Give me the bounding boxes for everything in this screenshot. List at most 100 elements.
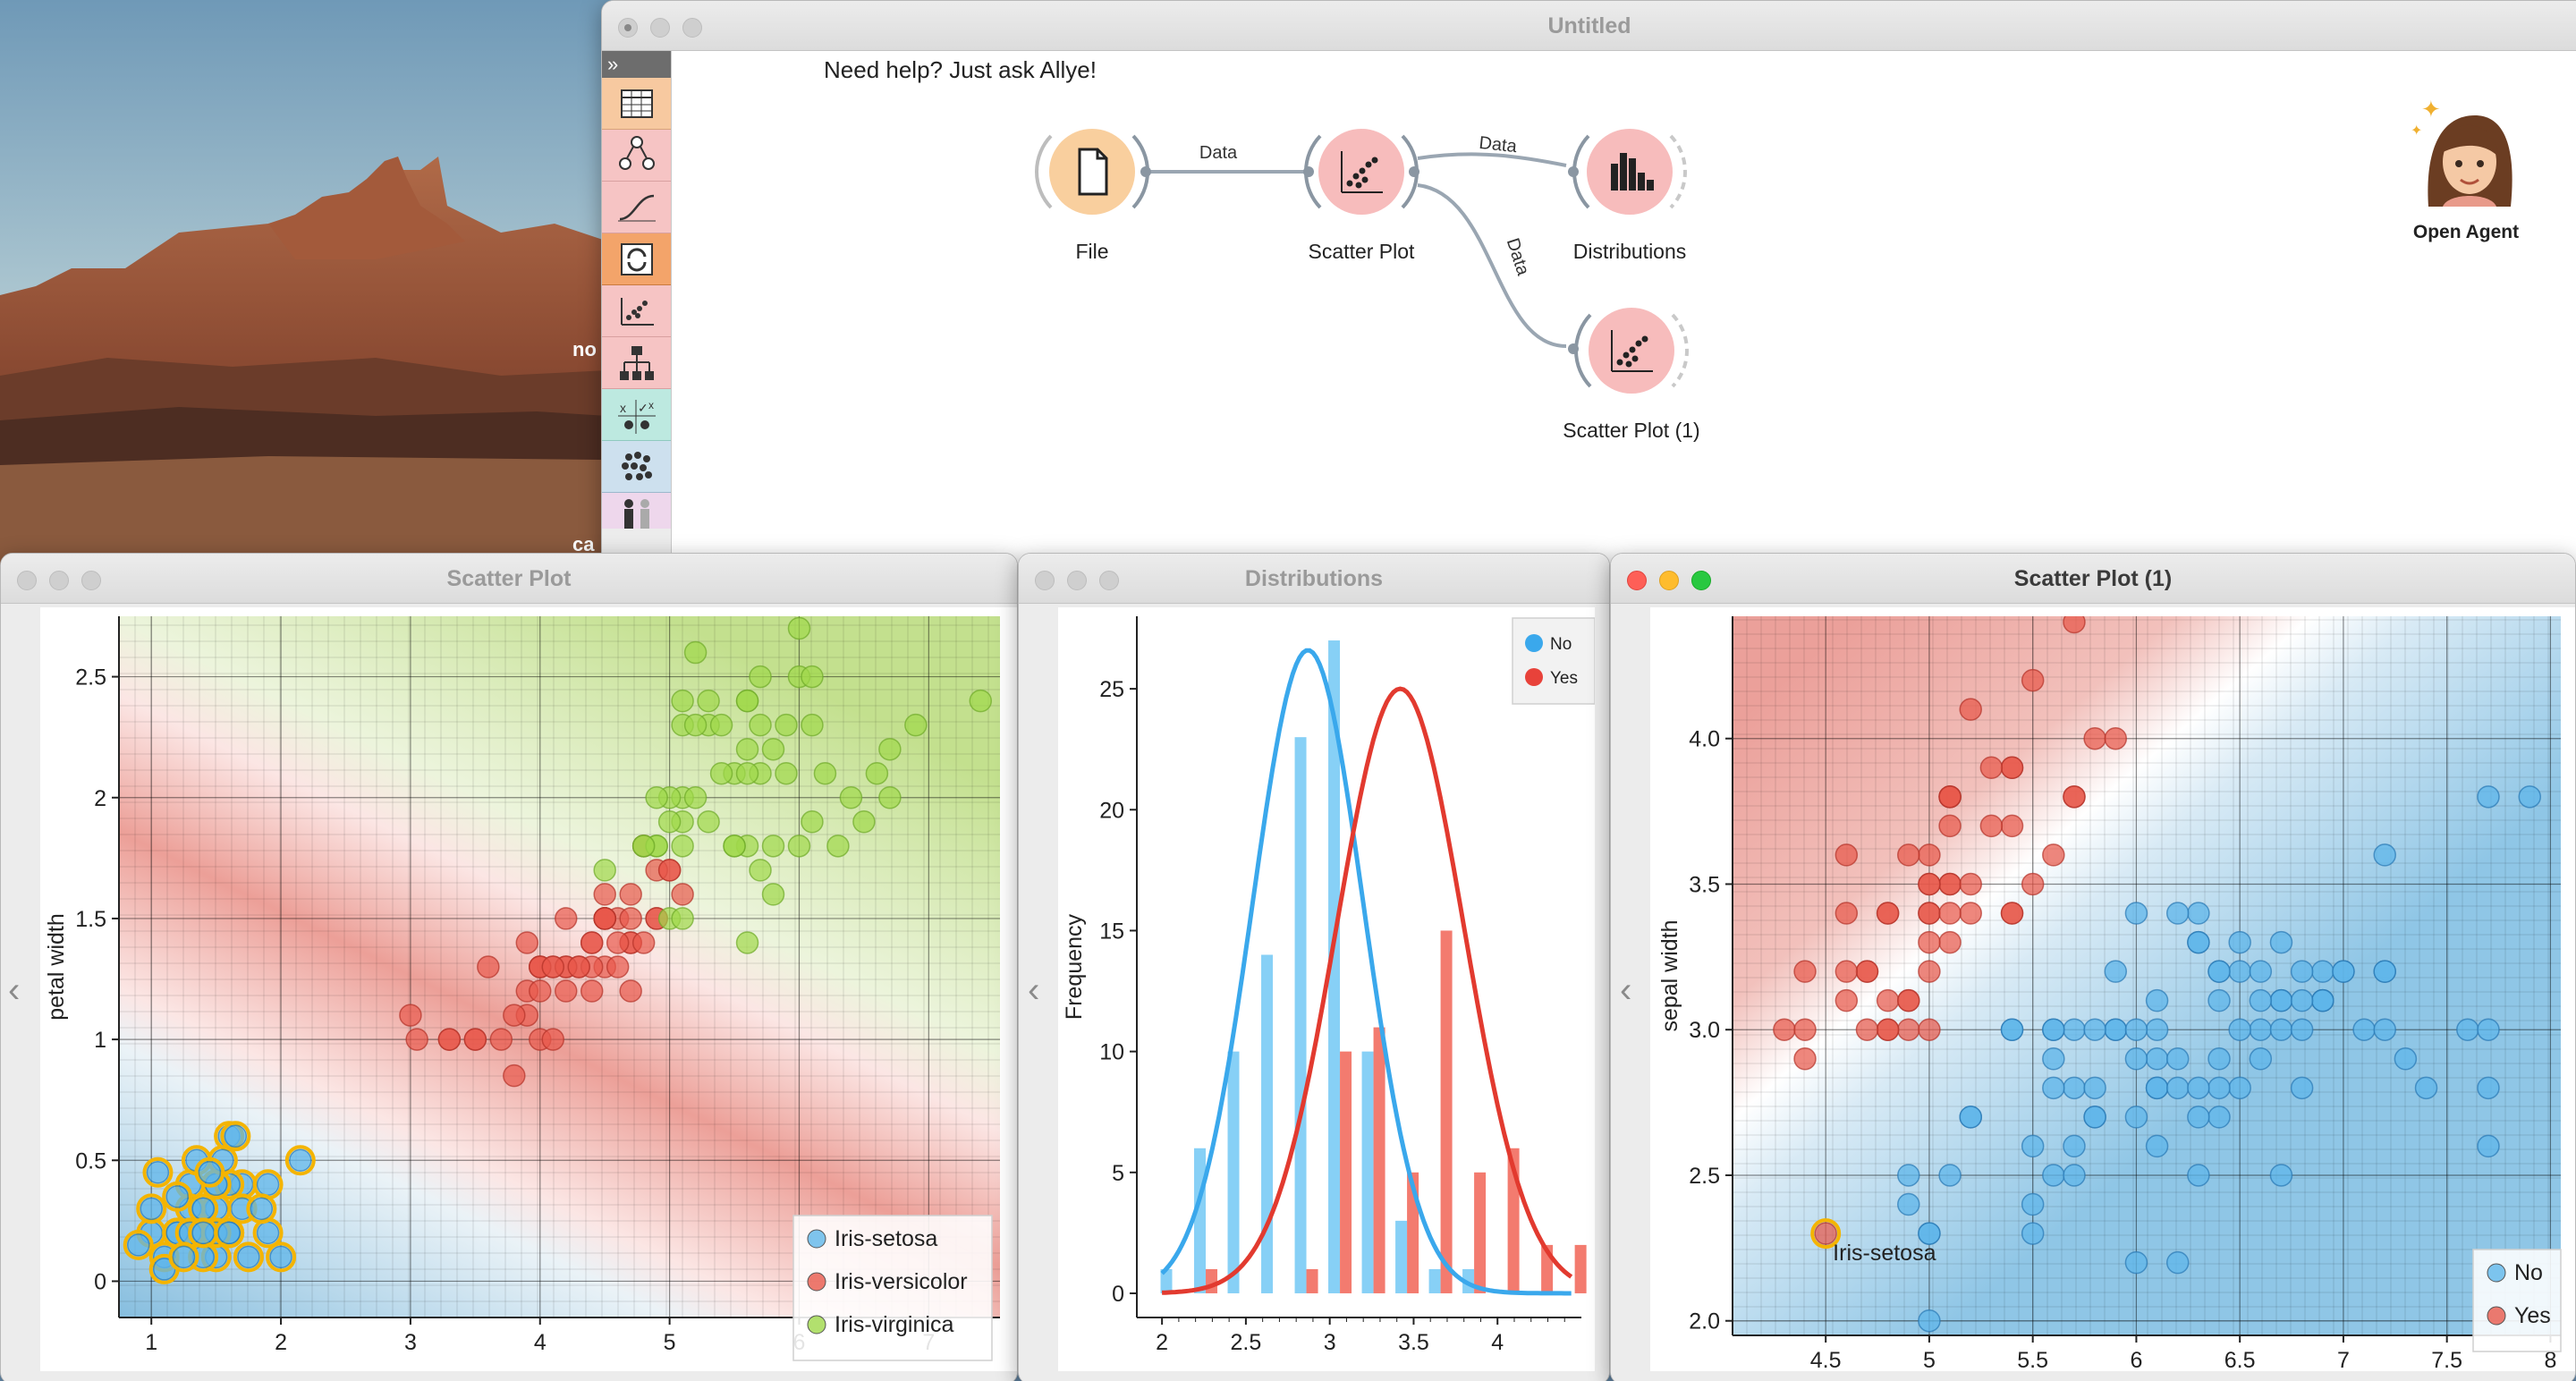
people-icon[interactable] — [602, 493, 671, 529]
data-point[interactable] — [405, 1028, 428, 1051]
tree-icon[interactable] — [602, 130, 671, 182]
data-point[interactable] — [2042, 1018, 2065, 1041]
data-point[interactable] — [619, 907, 642, 930]
data-point[interactable] — [2269, 930, 2293, 954]
data-point[interactable] — [852, 810, 876, 834]
histogram-bar[interactable] — [1340, 1051, 1352, 1293]
data-point[interactable] — [2124, 1250, 2148, 1275]
hierarchy-icon[interactable] — [602, 337, 671, 389]
data-point[interactable] — [2000, 814, 2024, 838]
data-point[interactable] — [1938, 785, 1962, 809]
data-point[interactable] — [1835, 988, 1859, 1012]
table-icon[interactable] — [602, 78, 671, 130]
data-point[interactable] — [2145, 1047, 2169, 1071]
zoom-button[interactable] — [81, 571, 101, 590]
data-point[interactable] — [619, 883, 642, 906]
data-point[interactable] — [1918, 1309, 1941, 1333]
data-point[interactable] — [289, 1148, 312, 1173]
data-point[interactable] — [2228, 930, 2251, 954]
data-point[interactable] — [580, 931, 604, 954]
expand-controls-icon[interactable]: ‹ — [8, 970, 21, 1010]
data-point[interactable] — [2083, 1076, 2106, 1100]
data-point[interactable] — [2290, 1076, 2314, 1100]
data-point[interactable] — [256, 1173, 280, 1197]
data-point[interactable] — [865, 761, 889, 785]
data-point[interactable] — [1918, 930, 1941, 954]
data-point[interactable] — [775, 761, 798, 785]
data-point[interactable] — [2269, 1018, 2293, 1041]
data-point[interactable] — [2021, 1192, 2045, 1216]
data-point[interactable] — [761, 737, 785, 761]
data-point[interactable] — [683, 713, 708, 737]
data-point[interactable] — [1835, 902, 1859, 925]
data-point[interactable] — [2145, 1076, 2169, 1100]
confusion-matrix-icon[interactable]: x ✓ x — [602, 389, 671, 441]
data-point[interactable] — [1897, 1018, 1920, 1041]
data-point[interactable] — [1938, 930, 1962, 954]
data-point[interactable] — [126, 1233, 150, 1257]
data-point[interactable] — [503, 1004, 526, 1027]
histogram-bar[interactable] — [1294, 737, 1307, 1293]
data-point[interactable] — [541, 1028, 565, 1051]
data-point[interactable] — [878, 786, 902, 809]
data-point[interactable] — [1918, 960, 1941, 983]
data-point[interactable] — [2165, 1250, 2190, 1275]
data-point[interactable] — [1793, 1018, 1817, 1041]
data-point[interactable] — [1918, 872, 1941, 896]
data-point[interactable] — [749, 713, 772, 737]
data-point[interactable] — [2083, 1018, 2106, 1041]
data-point[interactable] — [2063, 1018, 2086, 1041]
data-point[interactable] — [2187, 1164, 2210, 1187]
data-point[interactable] — [2021, 668, 2045, 692]
data-point[interactable] — [1979, 814, 2004, 838]
data-point[interactable] — [1897, 1192, 1920, 1216]
data-point[interactable] — [2042, 843, 2065, 867]
data-point[interactable] — [554, 907, 578, 930]
data-point[interactable] — [657, 810, 682, 834]
minimize-button[interactable] — [1659, 571, 1679, 590]
data-point[interactable] — [735, 689, 759, 713]
data-point[interactable] — [631, 931, 656, 954]
data-point[interactable] — [735, 931, 759, 954]
data-point[interactable] — [671, 907, 694, 930]
scatter-icon[interactable] — [602, 285, 671, 337]
data-point[interactable] — [2083, 1106, 2106, 1129]
data-point[interactable] — [217, 1221, 241, 1245]
data-point[interactable] — [683, 786, 708, 809]
histogram-bar[interactable] — [1574, 1244, 1587, 1293]
data-point[interactable] — [2187, 930, 2210, 954]
data-point[interactable] — [2000, 1018, 2024, 1041]
data-point[interactable] — [2477, 785, 2500, 809]
data-point[interactable] — [2165, 1047, 2190, 1071]
data-point[interactable] — [198, 1161, 222, 1184]
data-point[interactable] — [399, 1004, 422, 1027]
data-point[interactable] — [1918, 1018, 1941, 1041]
data-point[interactable] — [813, 761, 837, 785]
zoom-button[interactable] — [682, 18, 702, 38]
data-point[interactable] — [463, 1028, 487, 1051]
histogram-bar[interactable] — [1328, 640, 1341, 1293]
data-point[interactable] — [1793, 960, 1817, 983]
data-point[interactable] — [2187, 1106, 2210, 1129]
data-point[interactable] — [2477, 1134, 2500, 1158]
data-point[interactable] — [1835, 960, 1859, 983]
data-point[interactable] — [593, 883, 616, 906]
data-point[interactable] — [2228, 1076, 2251, 1100]
data-point[interactable] — [826, 835, 850, 858]
data-point[interactable] — [2228, 960, 2251, 983]
data-point[interactable] — [2145, 1134, 2169, 1158]
data-point[interactable] — [1835, 843, 1859, 867]
histogram-bar[interactable] — [1373, 1027, 1385, 1293]
data-point[interactable] — [1959, 872, 1982, 896]
data-point[interactable] — [2104, 1018, 2128, 1041]
data-point[interactable] — [761, 883, 785, 906]
data-point[interactable] — [1897, 843, 1920, 867]
data-point[interactable] — [2207, 1106, 2231, 1129]
data-point[interactable] — [2373, 843, 2396, 867]
data-point[interactable] — [801, 665, 824, 689]
data-point[interactable] — [2290, 1018, 2314, 1041]
data-point[interactable] — [2249, 960, 2273, 983]
widget-scatter-plot-1[interactable] — [1568, 308, 1689, 394]
expand-controls-icon[interactable]: ‹ — [1620, 970, 1632, 1010]
data-point[interactable] — [2290, 960, 2314, 983]
